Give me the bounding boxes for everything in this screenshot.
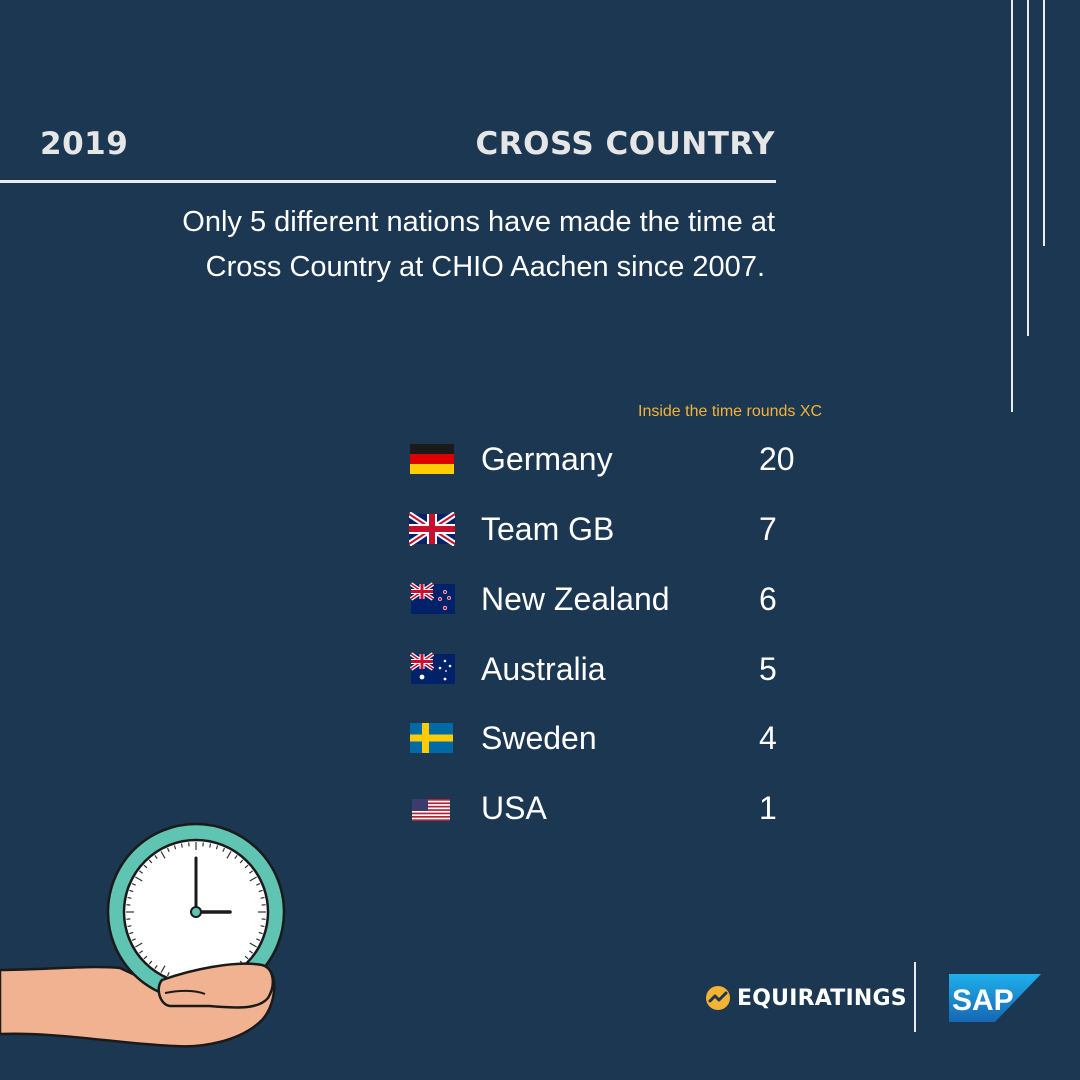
year-label: 2019 — [40, 126, 129, 162]
clock-tick — [249, 950, 253, 954]
union-jack-flag-icon — [409, 512, 455, 546]
fingers-icon — [157, 962, 275, 1009]
clock-tick — [256, 938, 261, 942]
clock-tick — [148, 859, 153, 864]
clock-tick — [129, 931, 134, 935]
clock-tick — [239, 859, 244, 864]
country-name: USA — [481, 790, 547, 826]
clock-tick — [244, 864, 249, 869]
clock-tick — [143, 955, 148, 960]
equiratings-logo: EQUIRATINGS — [705, 982, 907, 1014]
country-name: Germany — [481, 441, 613, 477]
count-value: 7 — [759, 511, 777, 547]
page-title: CROSS COUNTRY — [475, 126, 775, 162]
clock-icon — [106, 822, 286, 1002]
clock-tick — [154, 855, 158, 859]
clock-tick — [139, 870, 143, 874]
clock-tick — [234, 855, 238, 859]
clock-tick — [160, 965, 166, 973]
logo-divider — [914, 962, 916, 1032]
count-value: 5 — [759, 651, 777, 687]
clock-tick — [244, 955, 249, 960]
subtitle: Only 5 different nations have made the t… — [55, 200, 775, 290]
clock-tick — [226, 851, 232, 859]
table-row: New Zealand 6 — [0, 576, 1080, 626]
clock-tick — [166, 847, 170, 852]
sap-label: SAP — [952, 984, 1014, 1017]
clock-tick — [258, 931, 263, 935]
clock-tick — [258, 889, 263, 893]
clock-tick — [131, 938, 136, 942]
decorative-line-2 — [1027, 0, 1029, 336]
clock-tick — [131, 882, 136, 886]
count-value: 6 — [759, 581, 777, 617]
sponsor-logos: EQUIRATINGS SAP — [705, 960, 1045, 1040]
clock-tick — [166, 972, 170, 977]
clock-tick — [249, 942, 257, 948]
clock-tick — [249, 870, 253, 874]
country-name: Sweden — [481, 720, 597, 756]
clock-tick — [160, 851, 166, 859]
country-name: Australia — [481, 651, 606, 687]
clock-tick — [154, 965, 158, 969]
table-row: Australia 5 — [0, 646, 1080, 696]
country-name: Team GB — [481, 511, 615, 547]
table-row: Germany 20 — [0, 436, 1080, 486]
table-row: USA 1 — [0, 785, 1080, 835]
count-value: 20 — [759, 441, 795, 477]
table-row: Sweden 4 — [0, 715, 1080, 765]
clock-tick — [249, 876, 257, 882]
clock-tick — [148, 960, 153, 965]
clock-tick — [260, 925, 265, 928]
sap-logo: SAP — [949, 974, 1041, 1022]
clock-tick — [173, 845, 177, 850]
clock-tick — [222, 847, 226, 852]
new-zealand-flag-icon — [409, 582, 455, 614]
clock-tick — [215, 845, 219, 850]
subtitle-line-1: Only 5 different nations have made the t… — [182, 206, 775, 238]
subtitle-line-2: Cross Country at CHIO Aachen since 2007. — [205, 251, 765, 283]
clock-tick — [256, 882, 261, 886]
sweden-flag-icon — [410, 723, 453, 753]
clock-tick — [209, 843, 212, 848]
clock-tick — [135, 942, 143, 948]
count-value: 1 — [759, 790, 777, 826]
table-row: Team GB 7 — [0, 506, 1080, 556]
clock-tick — [143, 864, 148, 869]
clock-in-hand-illustration — [0, 822, 286, 1048]
header-divider — [0, 180, 776, 183]
decorative-line-1 — [1011, 0, 1013, 412]
column-header: Inside the time rounds XC — [638, 403, 823, 420]
germany-flag-icon — [410, 444, 454, 474]
equiratings-icon — [706, 986, 730, 1010]
clock-tick — [127, 925, 132, 928]
clock-tick — [180, 843, 183, 848]
country-name: New Zealand — [481, 581, 670, 617]
clock-tick — [260, 896, 265, 899]
clock-tick — [135, 876, 143, 882]
usa-flag-icon — [412, 799, 450, 821]
australia-flag-icon — [409, 652, 455, 684]
clock-tick — [139, 950, 143, 954]
decorative-line-3 — [1043, 0, 1045, 246]
clock-tick — [127, 896, 132, 899]
clock-tick — [129, 889, 134, 893]
equiratings-label: EQUIRATINGS — [737, 985, 907, 1011]
count-value: 4 — [759, 720, 777, 756]
